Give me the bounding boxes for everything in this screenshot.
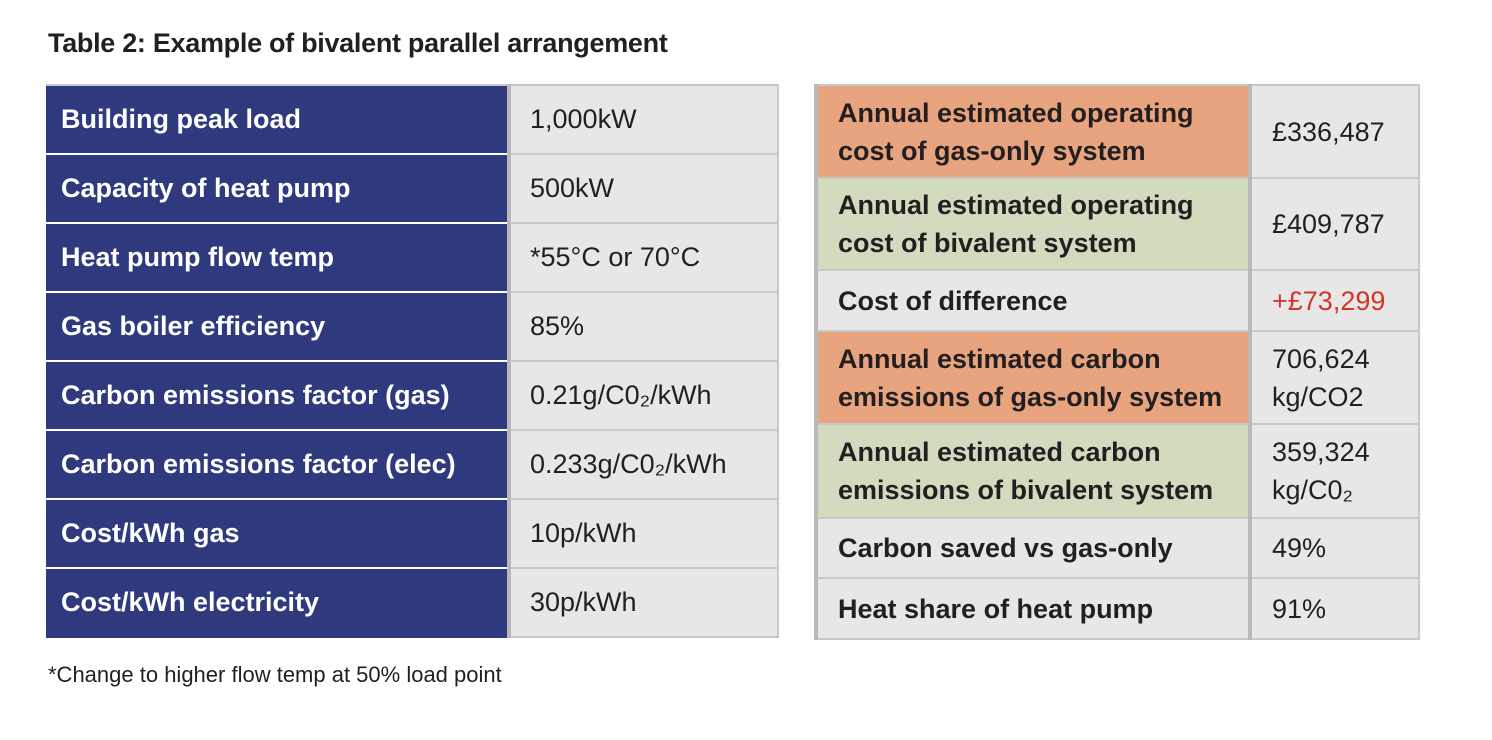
table-row: Heat pump flow temp *55°C or 70°C — [46, 223, 778, 293]
row-value: 85% — [507, 292, 778, 362]
footnote: *Change to higher flow temp at 50% load … — [48, 662, 502, 687]
row-label: Capacity of heat pump — [46, 154, 509, 224]
row-value: 0.233g/C0₂/kWh — [507, 430, 778, 500]
table-row: Heat share of heat pump 91% — [814, 578, 1419, 640]
row-label: Annual estimated carbon emissions of biv… — [814, 424, 1250, 519]
table-row: Annual estimated carbon emissions of gas… — [814, 331, 1419, 425]
row-value: *55°C or 70°C — [507, 223, 778, 293]
results-table: Annual estimated operating cost of gas-o… — [814, 84, 1420, 640]
row-label: Annual estimated operating cost of gas-o… — [814, 85, 1250, 179]
row-label: Heat pump flow temp — [46, 223, 509, 293]
table-row: Carbon emissions factor (gas) 0.21g/C0₂/… — [46, 361, 778, 431]
table-row: Annual estimated carbon emissions of biv… — [814, 424, 1419, 519]
row-label: Annual estimated operating cost of bival… — [814, 178, 1250, 271]
row-value: 30p/kWh — [507, 568, 778, 638]
table-row: Building peak load 1,000kW — [46, 85, 778, 155]
table-row: Capacity of heat pump 500kW — [46, 154, 778, 224]
table-row: Carbon saved vs gas-only 49% — [814, 518, 1419, 579]
table-row: Annual estimated operating cost of bival… — [814, 178, 1419, 271]
row-label: Cost of difference — [814, 270, 1250, 332]
row-label: Annual estimated carbon emissions of gas… — [814, 331, 1250, 425]
row-value: 500kW — [507, 154, 778, 224]
row-label: Cost/kWh electricity — [46, 568, 509, 638]
table-row: Carbon emissions factor (elec) 0.233g/C0… — [46, 430, 778, 500]
row-value: 49% — [1248, 518, 1419, 579]
parameters-table: Building peak load 1,000kW Capacity of h… — [46, 84, 779, 638]
table-row: Cost of difference +£73,299 — [814, 270, 1419, 332]
row-value: 359,324 kg/C0₂ — [1248, 424, 1419, 519]
row-value: 91% — [1248, 578, 1419, 640]
table-title: Table 2: Example of bivalent parallel ar… — [48, 28, 668, 58]
row-label: Cost/kWh gas — [46, 499, 509, 569]
row-label: Carbon saved vs gas-only — [814, 518, 1250, 579]
row-label: Heat share of heat pump — [814, 578, 1250, 640]
row-value: £409,787 — [1248, 178, 1419, 271]
table-row: Gas boiler efficiency 85% — [46, 292, 778, 362]
row-value: 10p/kWh — [507, 499, 778, 569]
row-value: 0.21g/C0₂/kWh — [507, 361, 778, 431]
row-label: Building peak load — [46, 85, 509, 155]
table-row: Annual estimated operating cost of gas-o… — [814, 85, 1419, 179]
row-label: Gas boiler efficiency — [46, 292, 509, 362]
row-label: Carbon emissions factor (elec) — [46, 430, 509, 500]
row-value: +£73,299 — [1248, 270, 1419, 332]
row-value: 706,624 kg/CO2 — [1248, 331, 1419, 425]
row-value: £336,487 — [1248, 85, 1419, 179]
row-value: 1,000kW — [507, 85, 778, 155]
row-label: Carbon emissions factor (gas) — [46, 361, 509, 431]
table-row: Cost/kWh electricity 30p/kWh — [46, 568, 778, 638]
table-row: Cost/kWh gas 10p/kWh — [46, 499, 778, 569]
